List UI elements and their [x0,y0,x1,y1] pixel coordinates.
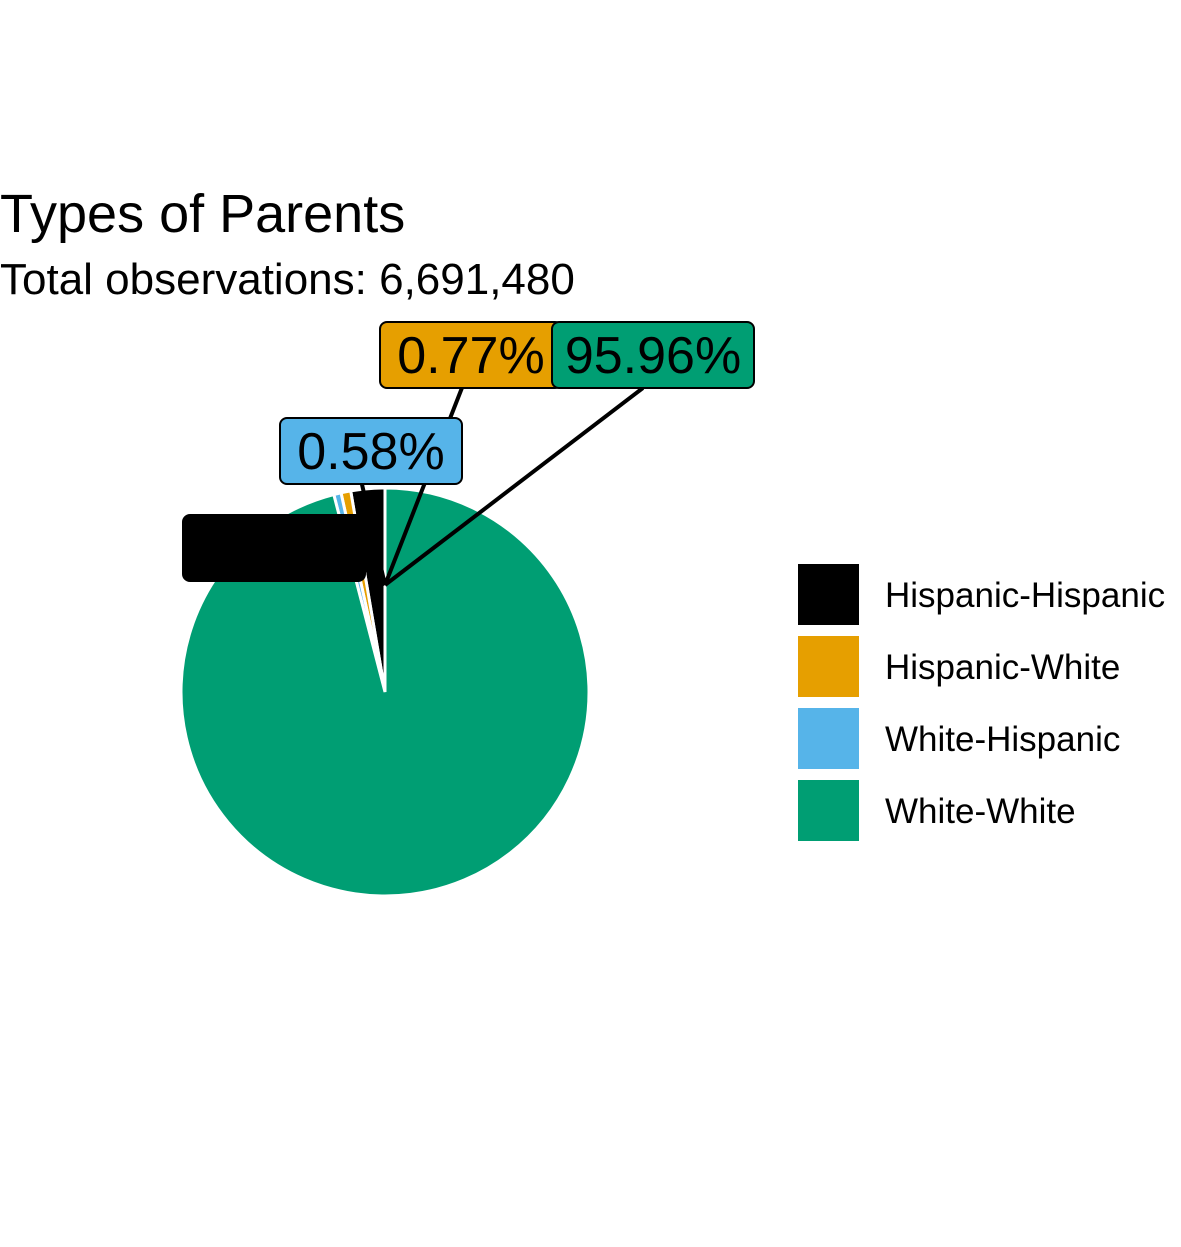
chart-title: Types of Parents [0,184,406,244]
legend-key-white-hispanic [798,708,859,769]
data-label-hispanic-hispanic: 2.69% [200,520,347,578]
legend-label-hispanic-white: Hispanic-White [885,648,1120,687]
chart-subtitle: Total observations: 6,691,480 [0,255,575,304]
label-box-hispanic-hispanic [182,514,366,582]
legend-label-hispanic-hispanic: Hispanic-Hispanic [885,576,1165,615]
leader-line-white-hispanic [359,483,387,586]
legend-key-white-white [798,780,859,841]
legend-label-white-white: White-White [885,792,1076,831]
label-box-white-hispanic [279,417,463,485]
pie-slice-white-white [179,486,591,898]
legend-key-hispanic-hispanic [798,564,859,625]
data-label-hispanic-white: 0.77% [397,327,544,385]
data-label-white-hispanic: 0.58% [297,423,444,481]
legend-key-hispanic-white [798,636,859,697]
leader-line-white-white [383,386,645,587]
data-label-white-white: 95.96% [565,327,741,385]
label-box-white-white [551,321,755,389]
legend-label-white-hispanic: White-Hispanic [885,720,1120,759]
